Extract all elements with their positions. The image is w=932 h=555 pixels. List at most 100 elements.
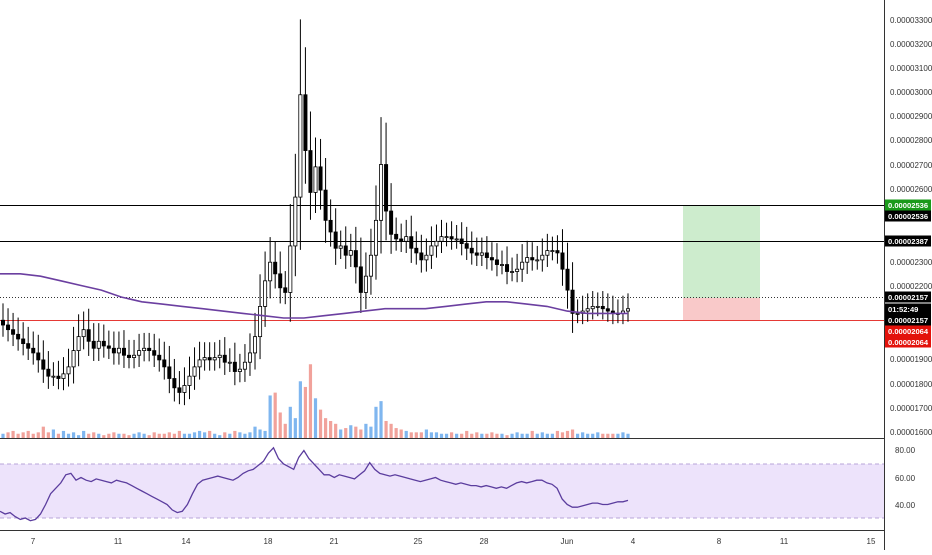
candle-body [464, 243, 469, 249]
time-axis-label: 25 [414, 537, 423, 546]
time-axis-label: 28 [480, 537, 489, 546]
price-tag-ma-text: 0.00002157 [888, 316, 928, 325]
volume-bar [147, 435, 151, 438]
time-axis-label: 15 [867, 537, 876, 546]
volume-bar [545, 433, 549, 438]
price-axis-label: 0.00002200 [890, 282, 932, 291]
candle-body [505, 264, 510, 272]
volume-bar [575, 433, 580, 438]
price-tag-last-bg [885, 291, 931, 303]
volume-bar [172, 433, 176, 438]
candle-body [132, 354, 137, 358]
time-axis-label: 18 [264, 537, 273, 546]
candle-body [419, 252, 424, 261]
time-axis-label: Jun [561, 537, 574, 546]
volume-bar [359, 429, 363, 438]
volume-bar [298, 381, 302, 438]
candle-body [605, 308, 610, 312]
price-axis-label: 0.00001900 [890, 355, 932, 364]
price-axis-label: 0.00001600 [890, 428, 932, 437]
candle-body [187, 375, 192, 386]
candle-body [575, 312, 580, 315]
price-tag-countdown: 01:52:49 [885, 303, 931, 315]
stop-zone[interactable] [683, 298, 760, 321]
price-axis-label: 0.00003000 [890, 88, 932, 97]
volume-bar [399, 429, 403, 438]
candle-body [540, 254, 545, 261]
volume-bar [500, 433, 504, 438]
price-axis-label: 0.00002600 [890, 185, 932, 194]
candle-body [116, 347, 121, 354]
volume-bar [213, 433, 217, 438]
candle-body [373, 219, 378, 256]
candle-body [157, 354, 162, 361]
price-axis-label: 0.00003200 [890, 40, 932, 49]
candle-body [328, 219, 333, 233]
target-zone[interactable] [683, 205, 760, 298]
candle-body [142, 347, 147, 351]
volume-bar [117, 433, 121, 438]
volume-bar [490, 432, 494, 438]
volume-bar [56, 433, 61, 438]
volume-bar [51, 429, 56, 438]
time-axis-label: 21 [330, 537, 339, 546]
candle-body [237, 368, 242, 372]
price-tag-last-text: 0.00002157 [888, 293, 928, 302]
price-axis[interactable]: 0.00003300 0.00003200 0.00003100 0.00003000… [890, 16, 932, 437]
candle-body [263, 280, 268, 307]
candle-body [600, 306, 605, 310]
candle-body [258, 306, 263, 338]
candle-body [515, 268, 520, 272]
volume-bar [46, 432, 50, 438]
candle-body [358, 266, 363, 293]
price-axis-label: 0.00003100 [890, 64, 932, 73]
volume-bar [581, 432, 585, 438]
candle-body [323, 189, 328, 221]
volume-bar [263, 430, 267, 438]
volume-bar [369, 426, 373, 438]
candle-body [81, 329, 86, 338]
candle-body [590, 306, 595, 310]
candle-body [6, 324, 11, 331]
price-tag-level-top-bg [885, 210, 931, 222]
rsi-axis-label: 40.00 [895, 501, 916, 510]
candle-body [434, 240, 439, 247]
candle-body [247, 352, 252, 363]
volume-bar [11, 430, 15, 438]
price-tag-ma: 0.00002157 [885, 314, 931, 326]
candle-body [21, 338, 26, 345]
price-tag-target-text: 0.00002536 [888, 201, 928, 210]
price-tags: 0.00002536 0.00002536 0.00002387 0.00002157… [885, 199, 931, 348]
candle-body [232, 361, 237, 372]
candle-body [278, 273, 283, 289]
volume-bar [107, 433, 111, 438]
price-tag-level-mid: 0.00002387 [885, 235, 931, 247]
volume-bar [470, 433, 474, 438]
volume-bar [495, 433, 499, 438]
candle-body [439, 236, 444, 242]
volume-bar [228, 433, 232, 438]
candle-body [333, 231, 338, 249]
volume-bar [82, 430, 86, 438]
time-axis[interactable]: 7 11 14 18 21 25 28 Jun 4 8 11 15 [31, 537, 876, 546]
volume-bar [475, 432, 479, 438]
volume-bar [208, 430, 212, 438]
volume-bar [238, 432, 242, 438]
candle-body [273, 261, 278, 275]
candle-body [595, 306, 600, 308]
rsi-line [0, 446, 629, 522]
volume-bar [132, 433, 136, 438]
candle-body [545, 250, 550, 256]
price-tag-stop-2-text: 0.00002064 [888, 338, 929, 347]
candle-body [338, 245, 343, 249]
volume-bar [323, 418, 328, 438]
volume-bar [570, 429, 575, 438]
volume-bar [6, 432, 10, 438]
volume-bar [61, 430, 66, 438]
candle-body [167, 366, 172, 379]
moving-average-line [0, 273, 628, 319]
candle-body [313, 166, 318, 193]
volume-bar [344, 428, 348, 438]
